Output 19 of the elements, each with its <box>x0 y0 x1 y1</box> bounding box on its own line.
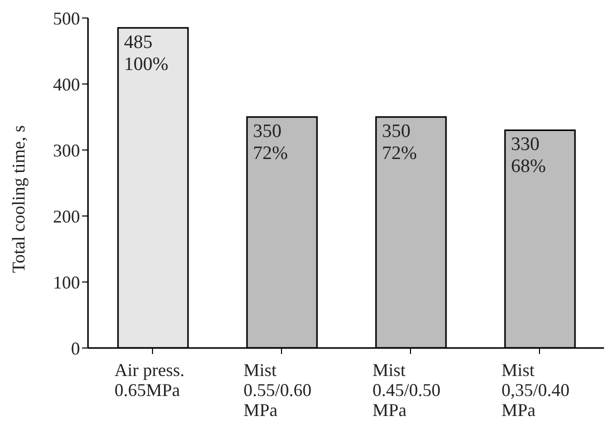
x-tick-label: Mist 0,35/0.40 MPa <box>502 360 570 420</box>
data-label: 485 <box>124 32 152 53</box>
data-label: 330 <box>511 134 540 156</box>
x-tick-label: Mist 0.45/0.50 MPa <box>372 360 441 420</box>
y-tick-label: 0 <box>71 338 80 358</box>
data-label: 350 <box>253 121 282 142</box>
annotation: 100% <box>124 54 168 75</box>
y-tick-label: 300 <box>53 140 80 160</box>
data-label: 350 <box>382 121 410 142</box>
y-tick-label: 100 <box>53 272 80 292</box>
annotation: 68% <box>511 156 546 178</box>
annotation: 72% <box>382 143 417 164</box>
x-tick-label: Mist 0.55/0.60 MPa <box>244 360 312 420</box>
y-axis-title: Total cooling time, s <box>8 125 28 273</box>
annotation: 72% <box>253 143 288 164</box>
y-tick-label: 200 <box>53 206 80 226</box>
y-tick-label: 400 <box>53 74 80 94</box>
x-tick-label: Air press. 0.65MPa <box>114 360 184 400</box>
y-tick-label: 500 <box>53 8 80 28</box>
